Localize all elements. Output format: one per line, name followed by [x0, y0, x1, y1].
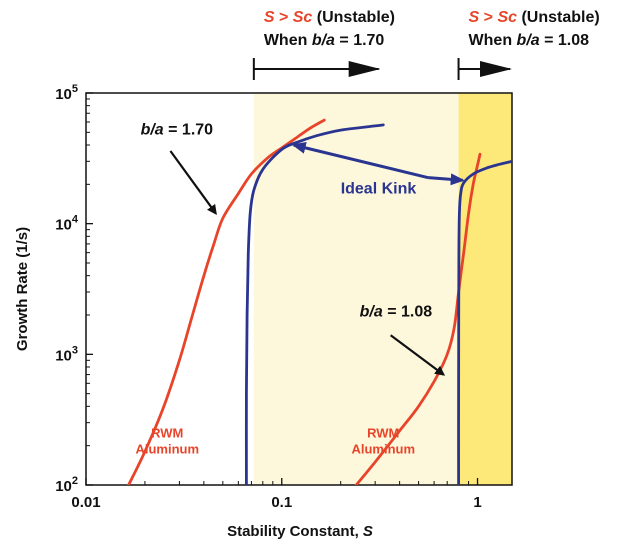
header-condition-0: S > Sc (Unstable): [264, 9, 395, 26]
header-when-text: When: [264, 32, 312, 49]
annotation-arrow-1: [390, 334, 446, 376]
y-tick-base: 10: [55, 86, 72, 103]
header-ratio-value: = 1.08: [540, 32, 589, 49]
header-status: (Unstable): [517, 9, 600, 26]
x-axis-label: Stability Constant, S: [227, 523, 373, 540]
annotation-ratio: b/a: [141, 122, 164, 139]
series-label-line1: RWM: [151, 426, 183, 441]
x-axis-ticks: 0.01 0.1 1: [71, 478, 482, 511]
y-tick-exponent: 4: [72, 214, 79, 226]
series-label-line2: Aluminum: [135, 442, 199, 457]
series-line-1: [244, 123, 385, 485]
annotation-value: = 1.70: [164, 122, 213, 139]
plot-frame: [85, 92, 513, 486]
annotation-label-0: b/a = 1.70: [141, 122, 214, 139]
series-line-2: [354, 152, 482, 485]
header-ratio-value: = 1.70: [335, 32, 384, 49]
y-tick-base: 10: [55, 347, 72, 364]
x-tick-label-1: 0.1: [271, 494, 292, 511]
annotation-arrow-0: [169, 150, 217, 215]
ideal-kink-arrow-left: [291, 141, 429, 180]
x-tick-label-0: 0.01: [71, 494, 100, 511]
header-operator: >: [479, 9, 497, 26]
header-symbol: S: [264, 9, 275, 26]
y-tick-base: 10: [55, 217, 72, 234]
header-condition-1: S > Sc (Unstable): [469, 9, 600, 26]
header-when-0: When b/a = 1.70: [264, 32, 385, 49]
y-tick-label-0: 102: [55, 475, 78, 495]
y-tick-exponent: 2: [72, 475, 78, 487]
y-tick-exponent: 3: [72, 344, 78, 356]
shaded-region-0: [253, 93, 461, 485]
series-label-1: RWM Aluminum: [351, 426, 415, 457]
series-line-3: [457, 159, 512, 485]
y-tick-label-1: 103: [55, 344, 78, 364]
y-tick-label-2: 104: [55, 214, 79, 234]
header-critical: Sc: [293, 9, 313, 26]
header-critical: Sc: [497, 9, 517, 26]
ideal-kink-label: Ideal Kink: [341, 181, 417, 198]
series-lines: [127, 118, 512, 485]
header-status: (Unstable): [312, 9, 395, 26]
header-ratio: b/a: [517, 32, 540, 49]
y-tick-base: 10: [55, 478, 72, 495]
header-ratio: b/a: [312, 32, 335, 49]
x-tick-label-2: 1: [473, 494, 481, 511]
header-when-1: When b/a = 1.08: [469, 32, 590, 49]
ideal-kink-arrow-right: [428, 173, 465, 186]
series-label-line1: RWM: [367, 426, 399, 441]
series-label-0: RWM Aluminum: [135, 426, 199, 457]
y-tick-exponent: 5: [72, 83, 78, 95]
shaded-regions: [253, 93, 512, 485]
header-operator: >: [275, 9, 293, 26]
shaded-region-1: [458, 93, 512, 485]
header-symbol: S: [469, 9, 480, 26]
series-label-line2: Aluminum: [351, 442, 415, 457]
annotation-label-1: b/a = 1.08: [360, 303, 433, 320]
header-when-text: When: [469, 32, 517, 49]
annotation-value: = 1.08: [383, 303, 432, 320]
series-line-0: [127, 118, 326, 485]
instability-headers: S > Sc (Unstable)When b/a = 1.70S > Sc (…: [252, 9, 600, 80]
annotation-ratio: b/a: [360, 303, 383, 320]
y-axis-label: Growth Rate (1/s): [14, 227, 31, 351]
y-tick-label-3: 105: [55, 83, 78, 103]
